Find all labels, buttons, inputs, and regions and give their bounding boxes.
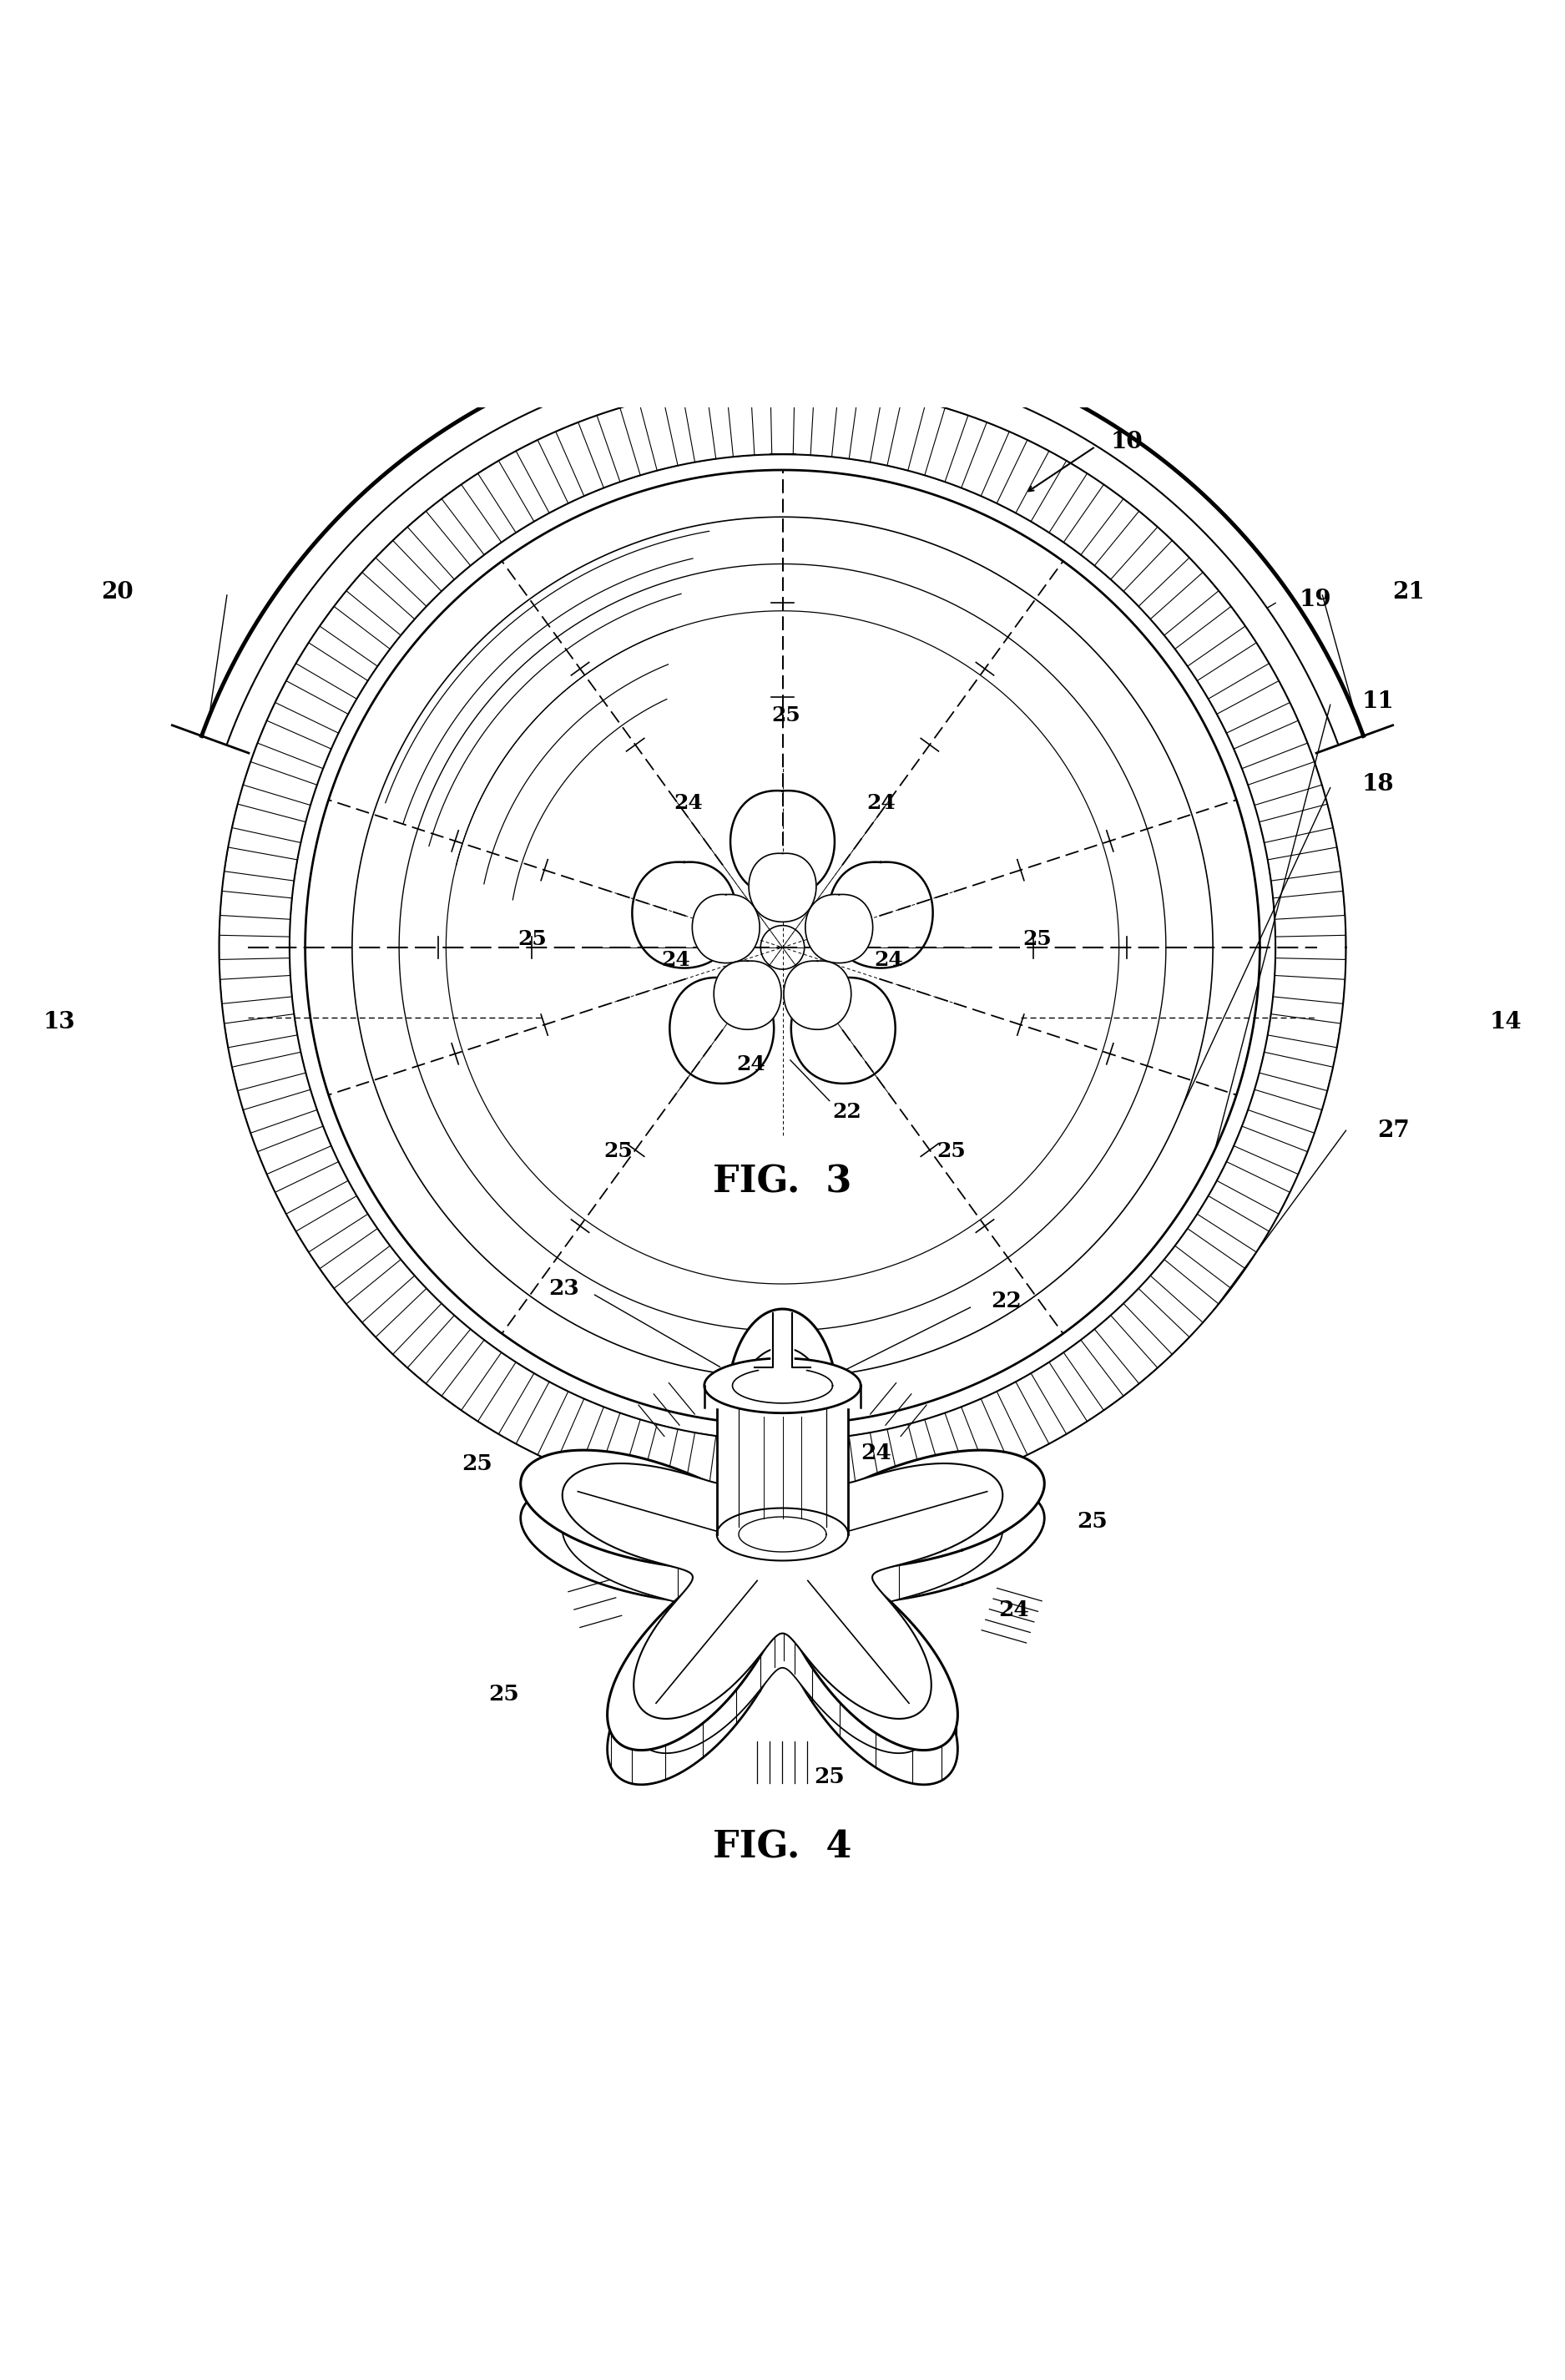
Text: 21: 21 <box>1393 581 1424 605</box>
Polygon shape <box>521 1309 1044 1749</box>
Text: 24: 24 <box>900 1728 931 1749</box>
Text: 25: 25 <box>462 1454 493 1473</box>
Polygon shape <box>714 962 781 1031</box>
Text: 22: 22 <box>991 1290 1022 1311</box>
Polygon shape <box>704 1359 861 1414</box>
Text: 24: 24 <box>657 1723 689 1745</box>
Polygon shape <box>717 1402 848 1535</box>
Polygon shape <box>562 1383 1003 1754</box>
Text: 22: 22 <box>833 1102 862 1121</box>
Text: 19: 19 <box>1299 588 1332 612</box>
Text: 25: 25 <box>518 931 546 950</box>
Text: 24: 24 <box>867 793 895 814</box>
Text: 24: 24 <box>737 1054 765 1076</box>
Text: 24: 24 <box>998 1599 1030 1621</box>
Polygon shape <box>754 1314 811 1371</box>
Text: 18: 18 <box>1362 774 1394 795</box>
Text: 25: 25 <box>772 707 800 726</box>
Text: 25: 25 <box>488 1683 520 1704</box>
Polygon shape <box>521 1342 1044 1785</box>
Text: FIG.  4: FIG. 4 <box>714 1830 851 1866</box>
Text: 11: 11 <box>1362 690 1394 714</box>
Text: 24: 24 <box>875 950 903 971</box>
Text: 20: 20 <box>102 581 133 605</box>
Polygon shape <box>692 895 759 964</box>
Polygon shape <box>784 962 851 1031</box>
Text: 25: 25 <box>814 1766 845 1787</box>
Text: 27: 27 <box>1377 1119 1410 1142</box>
Text: 23: 23 <box>548 1278 579 1299</box>
Polygon shape <box>704 1385 861 1407</box>
Polygon shape <box>562 1347 1003 1718</box>
Text: 25: 25 <box>937 1140 966 1161</box>
Text: 24: 24 <box>861 1442 892 1464</box>
Text: 25: 25 <box>1024 931 1052 950</box>
Text: 25: 25 <box>1077 1511 1108 1533</box>
Text: 24: 24 <box>662 950 690 971</box>
Text: 24: 24 <box>524 1521 556 1542</box>
Polygon shape <box>717 1509 848 1561</box>
Text: 25: 25 <box>604 1140 632 1161</box>
Polygon shape <box>748 854 817 921</box>
Text: FIG.  3: FIG. 3 <box>714 1164 851 1200</box>
Text: 13: 13 <box>44 1011 75 1033</box>
Text: 14: 14 <box>1490 1011 1521 1033</box>
Polygon shape <box>806 895 873 964</box>
Text: 24: 24 <box>675 793 703 814</box>
Text: 10: 10 <box>1111 431 1142 452</box>
